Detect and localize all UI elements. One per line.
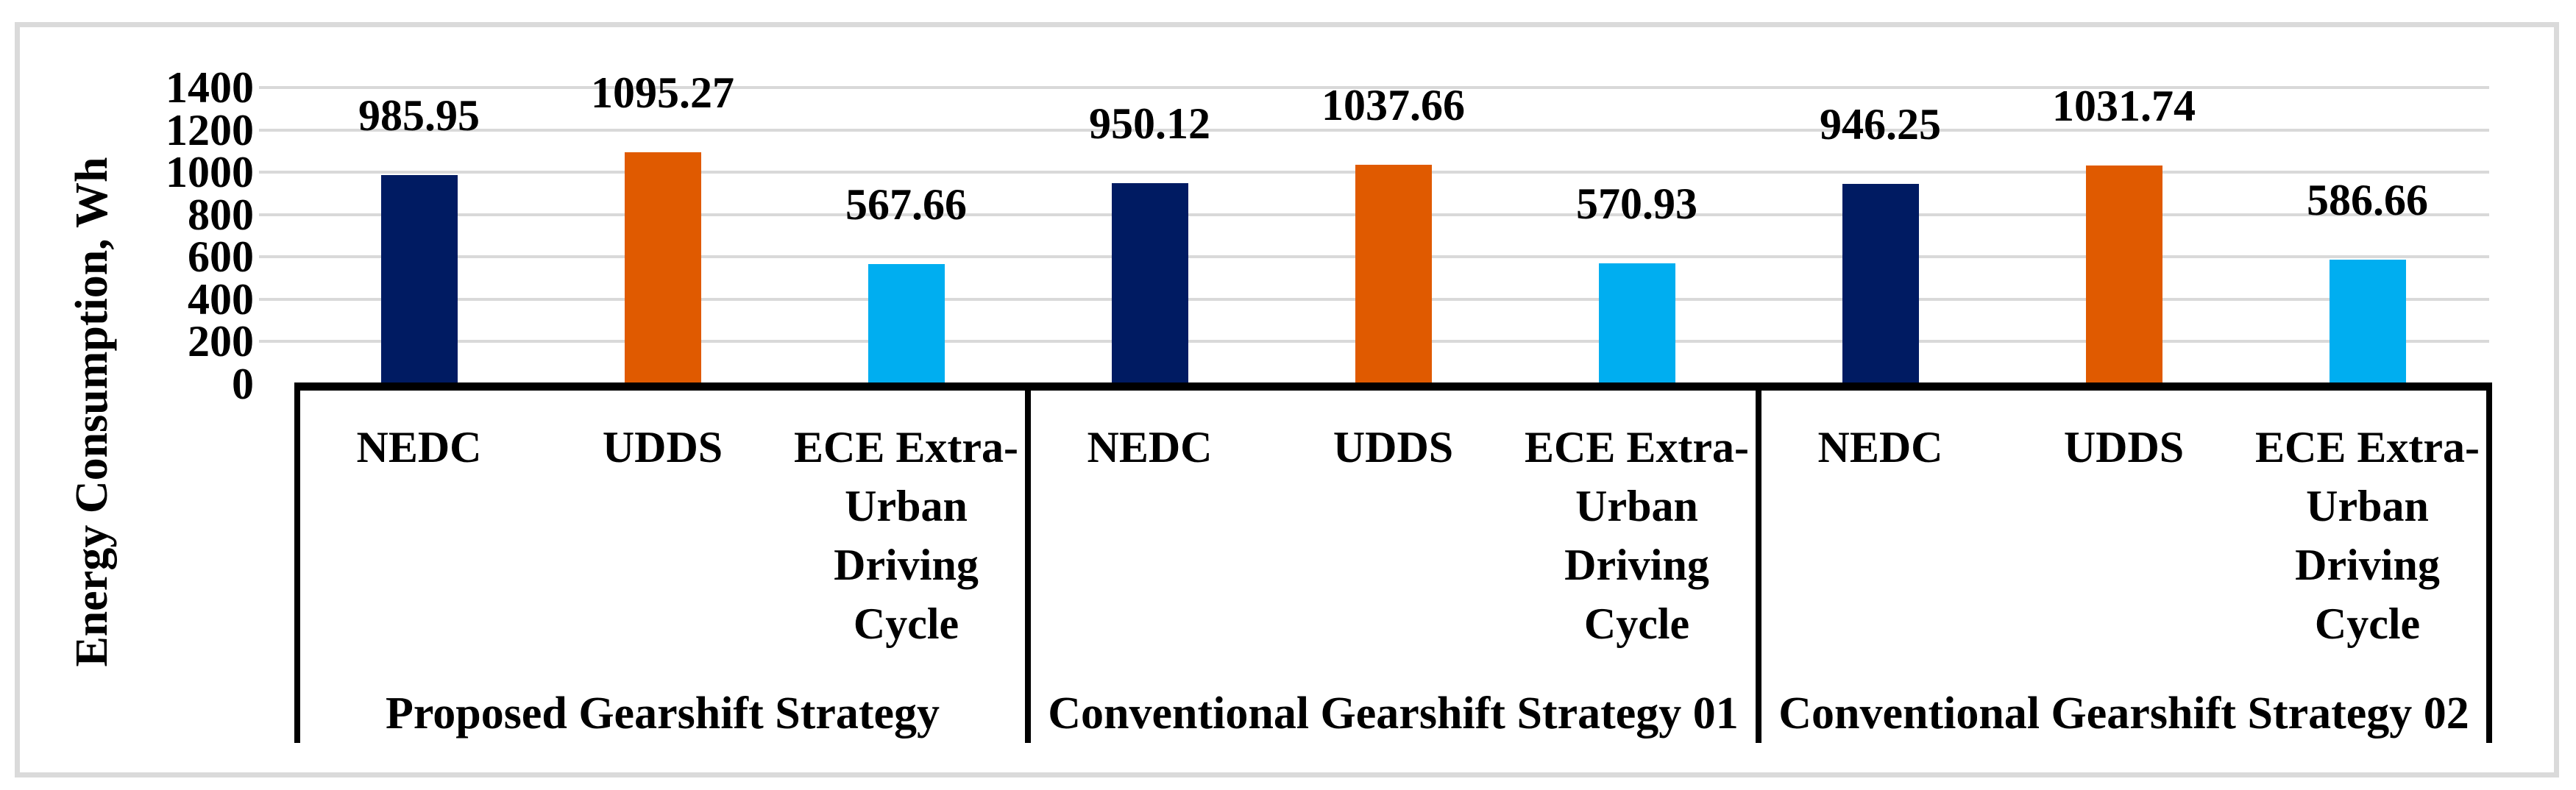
category-label: ECE Extra- Urban Driving Cycle bbox=[794, 423, 1018, 648]
y-tick-label: 600 bbox=[188, 232, 254, 282]
figure-border bbox=[15, 22, 2559, 777]
x-axis-line bbox=[294, 382, 2492, 391]
y-tick-label: 200 bbox=[188, 317, 254, 366]
category-label: ECE Extra- Urban Driving Cycle bbox=[2255, 423, 2480, 648]
category-label: NEDC bbox=[1817, 423, 1943, 471]
bar-value-label: 1037.66 bbox=[1321, 80, 1465, 129]
gridline bbox=[259, 128, 2489, 132]
bar-value-label: 570.93 bbox=[1576, 179, 1697, 228]
bar-value-label: 567.66 bbox=[845, 179, 967, 229]
bar bbox=[2085, 166, 2162, 384]
bar-value-label: 950.12 bbox=[1089, 99, 1210, 148]
category-label: UDDS bbox=[602, 423, 723, 471]
group-separator bbox=[1025, 382, 1031, 743]
bar-value-label: 985.95 bbox=[358, 91, 480, 140]
bar bbox=[1842, 183, 1919, 384]
category-label: NEDC bbox=[356, 423, 482, 471]
y-tick-label: 1200 bbox=[166, 105, 254, 154]
group-label: Conventional Gearshift Strategy 02 bbox=[1778, 688, 2469, 739]
y-tick-label: 400 bbox=[188, 274, 254, 324]
category-label: ECE Extra- Urban Driving Cycle bbox=[1525, 423, 1749, 648]
group-label: Conventional Gearshift Strategy 01 bbox=[1048, 688, 1739, 739]
bar-value-label: 946.25 bbox=[1820, 99, 1941, 149]
group-separator bbox=[1756, 382, 1761, 743]
category-label: UDDS bbox=[2063, 423, 2185, 471]
y-tick-label: 0 bbox=[232, 360, 254, 408]
category-label: UDDS bbox=[1333, 423, 1454, 471]
bar bbox=[1598, 263, 1675, 384]
bar bbox=[2329, 260, 2406, 384]
group-label: Proposed Gearshift Strategy bbox=[385, 688, 940, 739]
group-separator bbox=[294, 382, 300, 743]
bar-value-label: 586.66 bbox=[2307, 176, 2428, 225]
y-tick-label: 1000 bbox=[166, 148, 254, 197]
bar bbox=[1111, 182, 1188, 384]
bar-value-label: 1095.27 bbox=[591, 68, 734, 118]
bar bbox=[380, 175, 458, 384]
category-label: NEDC bbox=[1087, 423, 1213, 471]
y-tick-label: 1400 bbox=[166, 63, 254, 113]
bar bbox=[867, 263, 945, 384]
gridline bbox=[259, 86, 2489, 90]
bar bbox=[624, 152, 701, 384]
y-tick-label: 800 bbox=[188, 190, 254, 239]
group-separator bbox=[2486, 382, 2492, 743]
bar bbox=[1355, 164, 1432, 384]
bar-value-label: 1031.74 bbox=[2052, 82, 2196, 131]
